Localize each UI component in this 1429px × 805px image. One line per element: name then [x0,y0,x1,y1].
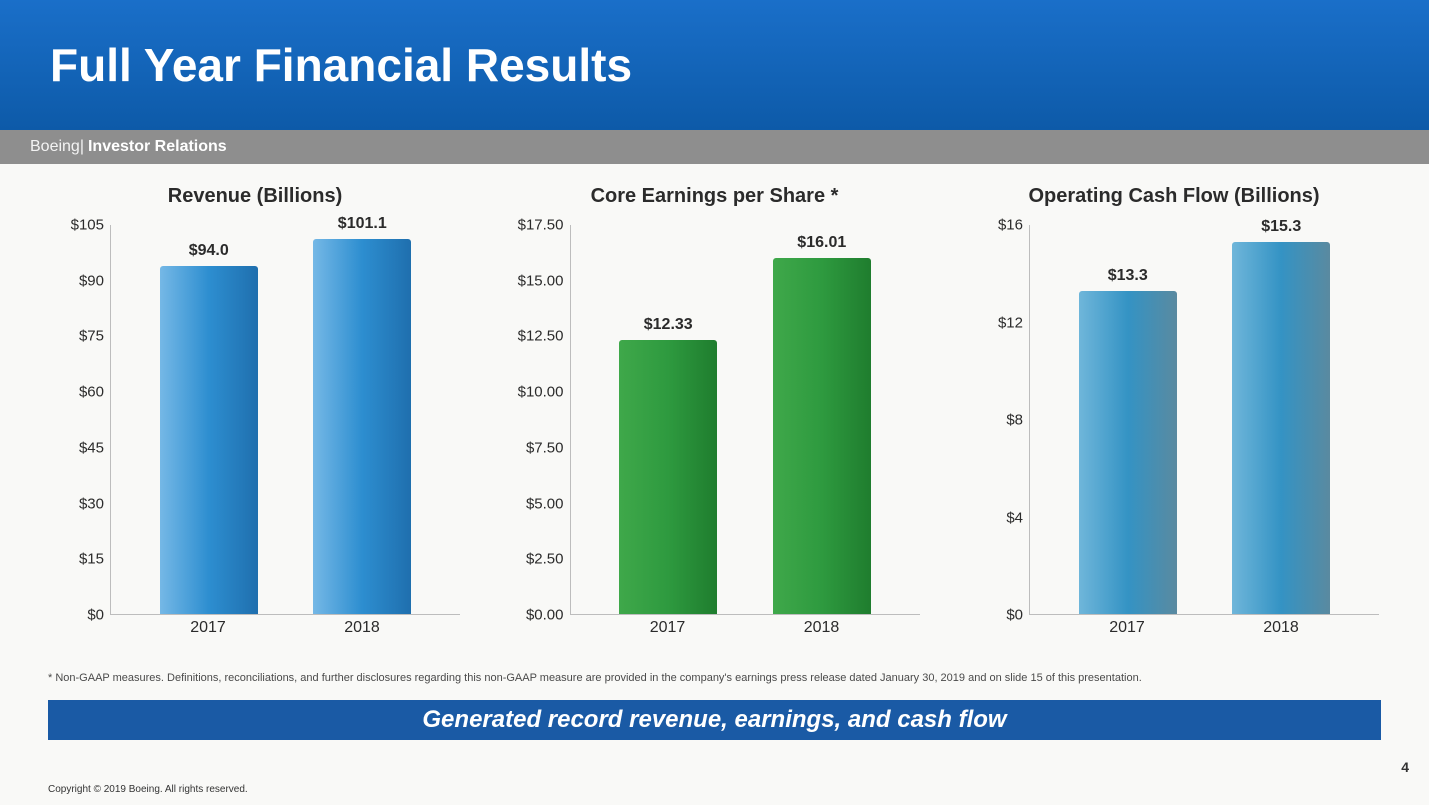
y-tick-label: $90 [79,272,104,289]
chart-bar: $13.3 [1079,291,1177,614]
copyright-text: Copyright © 2019 Boeing. All rights rese… [48,784,248,795]
plot-area-eps: $12.33 $16.01 [570,225,920,615]
callout-band: Generated record revenue, earnings, and … [48,700,1381,740]
chart-eps: Core Earnings per Share * $0.00 $2.50 $5.0… [500,175,930,645]
chart-bar: $94.0 [160,266,258,614]
chart-plot-revenue: $0$15$30$45$60$75$90$105 $94.0$101.1 201… [40,225,470,615]
y-tick-label: $12.50 [518,328,564,345]
y-tick-label: $0 [87,607,104,624]
y-tick-label: $0 [1006,607,1023,624]
x-tick-label: 2018 [1263,619,1299,637]
y-tick-label: $15.00 [518,272,564,289]
charts-row: Revenue (Billions) $0 $15 $30 $45 $60 $75 $90 $… [40,175,1389,645]
title-band: Full Year Financial Results [0,0,1429,130]
y-axis-revenue: $0$15$30$45$60$75$90$105 [40,225,110,615]
y-tick-label: $16 [998,217,1023,234]
y-axis-ocf: $0$4$8$12$16 [959,225,1029,615]
x-axis-ocf: 2017 2018 [1029,619,1379,643]
y-tick-label: $0.00 [526,607,564,624]
y-axis-eps: $0.00$2.50$5.00$7.50$10.00$12.50$15.00$1… [500,225,570,615]
bar-value-label: $13.3 [1079,267,1177,285]
x-tick-label: 2017 [1109,619,1145,637]
x-tick-label: 2018 [804,619,840,637]
x-tick-label: 2017 [650,619,686,637]
chart-revenue: Revenue (Billions) $0 $15 $30 $45 $60 $75 $90 $… [40,175,470,645]
callout-text: Generated record revenue, earnings, and … [422,706,1006,734]
bar-value-label: $101.1 [313,215,411,233]
chart-bar: $15.3 [1232,242,1330,614]
plot-area-ocf: $13.3 $15.3 [1029,225,1379,615]
chart-title-ocf: Operating Cash Flow (Billions) [959,185,1389,208]
slide-root: Full Year Financial Results Boeing | Inv… [0,0,1429,805]
y-tick-label: $10.00 [518,384,564,401]
chart-title-eps: Core Earnings per Share * [500,185,930,208]
bar-value-label: $15.3 [1232,218,1330,236]
y-tick-label: $75 [79,328,104,345]
x-tick-label: 2018 [344,619,380,637]
footnote-text: * Non-GAAP measures. Definitions, reconc… [48,672,1381,684]
brand-name: Boeing [30,138,80,156]
x-axis-eps: 2017 2018 [570,619,920,643]
y-tick-label: $2.50 [526,551,564,568]
plot-area-revenue: $94.0 $101.1 [110,225,460,615]
bar-value-label: $12.33 [619,316,717,334]
chart-bar: $16.01 [773,258,871,614]
chart-ocf: Operating Cash Flow (Billions) $0 $4 $8 $12… [959,175,1389,645]
section-name: Investor Relations [88,138,227,156]
bar-value-label: $94.0 [160,242,258,260]
x-tick-label: 2017 [190,619,226,637]
y-tick-label: $30 [79,495,104,512]
chart-bar: $12.33 [619,340,717,614]
bar-value-label: $16.01 [773,234,871,252]
sub-title-band: Boeing | Investor Relations [0,130,1429,164]
y-tick-label: $7.50 [526,439,564,456]
y-tick-label: $17.50 [518,217,564,234]
y-tick-label: $105 [71,217,104,234]
y-tick-label: $12 [998,314,1023,331]
chart-plot-ocf: $0$4$8$12$16 $13.3$15.3 20172018 [959,225,1389,615]
chart-bar: $101.1 [313,239,411,614]
y-tick-label: $5.00 [526,495,564,512]
y-tick-label: $8 [1006,412,1023,429]
y-tick-label: $45 [79,439,104,456]
chart-plot-eps: $0.00$2.50$5.00$7.50$10.00$12.50$15.00$1… [500,225,930,615]
y-tick-label: $15 [79,551,104,568]
x-axis-revenue: 2017 2018 [110,619,460,643]
y-tick-label: $60 [79,384,104,401]
page-number: 4 [1401,759,1409,775]
y-tick-label: $4 [1006,509,1023,526]
brand-separator: | [80,138,84,156]
page-title: Full Year Financial Results [50,38,632,92]
chart-title-revenue: Revenue (Billions) [40,185,470,208]
